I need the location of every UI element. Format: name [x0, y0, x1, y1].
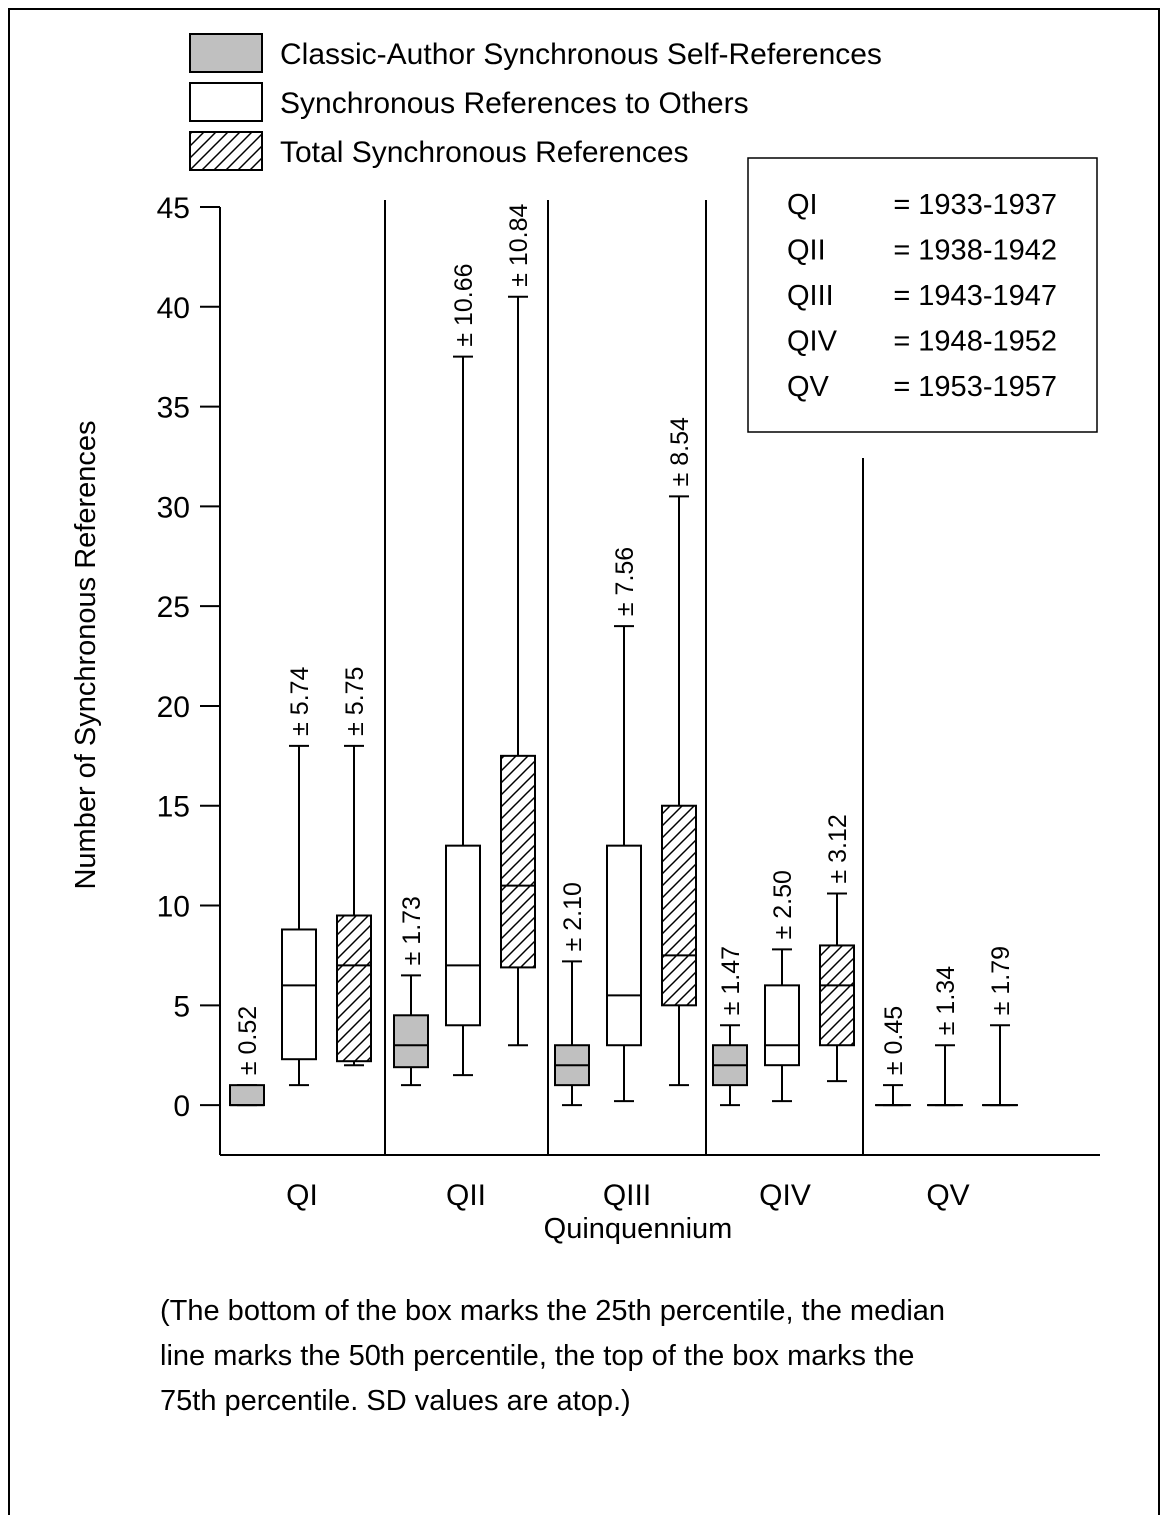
- sd-label: ± 0.45: [880, 1006, 908, 1075]
- sd-label: ± 10.84: [505, 203, 533, 286]
- x-tick-label: QI: [286, 1179, 318, 1212]
- y-tick-label: 30: [157, 491, 190, 524]
- period-range: = 1943-1947: [893, 280, 1057, 312]
- x-tick-label: QIV: [759, 1179, 811, 1212]
- period-label: QI: [787, 189, 818, 221]
- box: [606, 844, 642, 1047]
- period-range: = 1938-1942: [893, 235, 1057, 267]
- box: [229, 1084, 265, 1107]
- frame: [8, 8, 1160, 1515]
- y-tick-label: 0: [173, 1090, 190, 1123]
- x-tick-label: QV: [926, 1179, 969, 1212]
- box: [819, 944, 855, 1047]
- period-range: = 1933-1937: [893, 189, 1057, 221]
- sd-label: ± 0.52: [234, 1006, 262, 1075]
- y-tick-label: 5: [173, 990, 190, 1023]
- period-label: QIII: [787, 280, 834, 312]
- sd-label: ± 1.34: [932, 966, 960, 1035]
- x-axis-label: Quinquennium: [544, 1213, 733, 1245]
- period-range: = 1948-1952: [893, 326, 1057, 358]
- sd-label: ± 3.12: [824, 814, 852, 883]
- period-label: QII: [787, 235, 826, 267]
- y-tick-label: 40: [157, 292, 190, 325]
- y-tick-label: 15: [157, 791, 190, 824]
- sd-label: ± 1.79: [987, 946, 1015, 1015]
- box: [500, 754, 536, 969]
- legend-swatch: [189, 33, 263, 73]
- x-tick-label: QIII: [603, 1179, 651, 1212]
- box: [281, 928, 317, 1061]
- sd-label: ± 2.50: [769, 870, 797, 939]
- period-label: QV: [787, 371, 830, 403]
- box: [661, 804, 697, 1007]
- sd-label: ± 2.10: [559, 882, 587, 951]
- sd-label: ± 1.73: [398, 896, 426, 965]
- box: [393, 1014, 429, 1069]
- box: [764, 984, 800, 1067]
- caption: line marks the 50th percentile, the top …: [160, 1340, 914, 1372]
- y-tick-label: 35: [157, 392, 190, 425]
- legend-label: Synchronous References to Others: [280, 87, 749, 120]
- caption: (The bottom of the box marks the 25th pe…: [160, 1295, 945, 1327]
- period-label: QIV: [787, 326, 838, 358]
- y-tick-label: 25: [157, 591, 190, 624]
- sd-label: ± 7.56: [611, 547, 639, 616]
- caption: 75th percentile. SD values are atop.): [160, 1385, 631, 1417]
- box: [445, 844, 481, 1027]
- y-axis-label: Number of Synchronous References: [70, 420, 102, 889]
- box: [336, 914, 372, 1063]
- y-tick-label: 10: [157, 891, 190, 924]
- legend-label: Classic-Author Synchronous Self-Referenc…: [280, 38, 882, 71]
- sd-label: ± 5.75: [341, 667, 369, 736]
- sd-label: ± 1.47: [717, 946, 745, 1015]
- period-box: [747, 157, 1098, 433]
- legend-swatch: [189, 82, 263, 122]
- sd-label: ± 10.66: [450, 263, 478, 346]
- sd-label: ± 8.54: [666, 417, 694, 486]
- legend-swatch: [189, 131, 263, 171]
- period-range: = 1953-1957: [893, 371, 1057, 403]
- y-tick-label: 45: [157, 192, 190, 225]
- y-tick-label: 20: [157, 691, 190, 724]
- x-tick-label: QII: [446, 1179, 486, 1212]
- legend-label: Total Synchronous References: [280, 136, 689, 169]
- sd-label: ± 5.74: [286, 666, 314, 735]
